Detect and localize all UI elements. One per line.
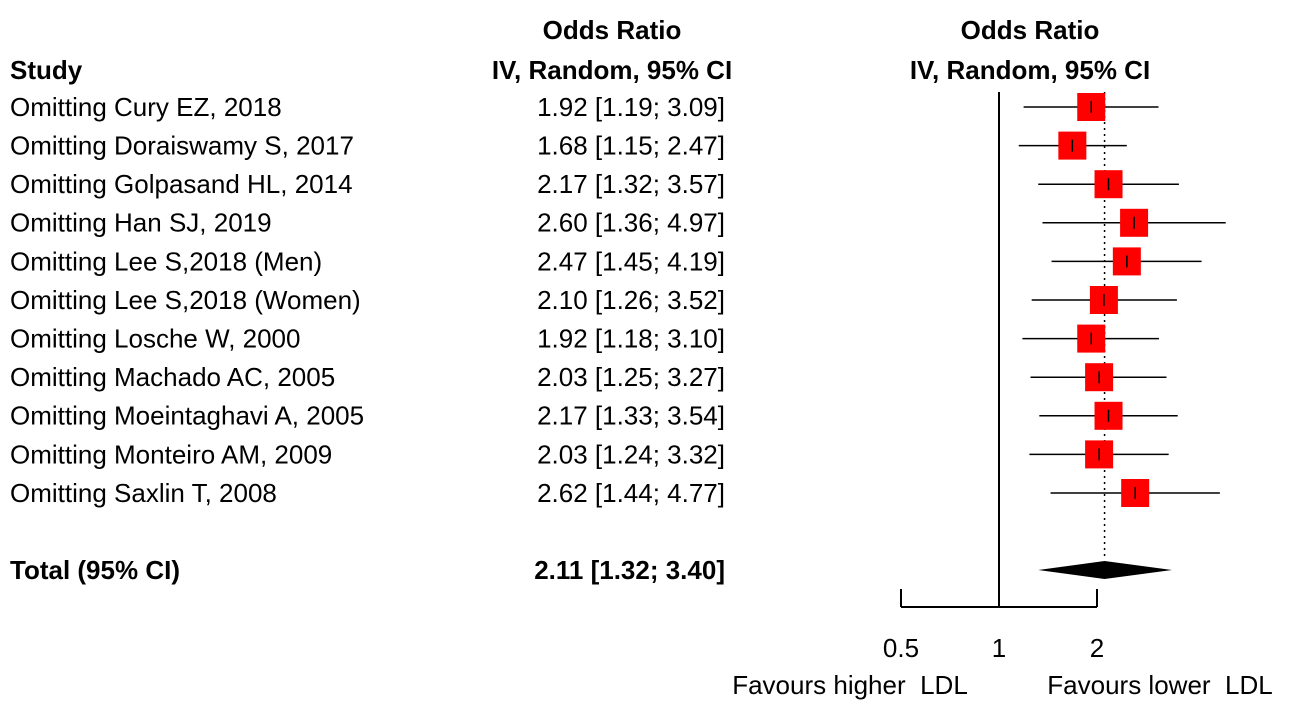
study-label: Omitting Cury EZ, 2018: [10, 92, 282, 122]
ci-label: 2.60 [1.36; 4.97]: [537, 208, 725, 238]
ci-label: 2.03 [1.25; 3.27]: [537, 362, 725, 392]
ci-label: 2.03 [1.24; 3.32]: [537, 439, 725, 469]
total-label: Total (95% CI): [10, 555, 180, 585]
ci-label: 1.92 [1.19; 3.09]: [537, 92, 725, 122]
column-header: Odds Ratio: [961, 15, 1100, 45]
x-tick-label: 0.5: [883, 633, 919, 663]
total-ci: 2.11 [1.32; 3.40]: [534, 555, 725, 585]
study-label: Omitting Golpasand HL, 2014: [10, 169, 353, 199]
study-label: Omitting Saxlin T, 2008: [10, 478, 277, 508]
study-label: Omitting Moeintaghavi A, 2005: [10, 401, 364, 431]
study-label: Omitting Losche W, 2000: [10, 323, 300, 353]
column-header: IV, Random, 95% CI: [910, 55, 1150, 85]
favours-right: Favours lower LDL: [1047, 670, 1272, 700]
total-diamond: [1038, 561, 1173, 579]
study-label: Omitting Lee S,2018 (Women): [10, 285, 361, 315]
ci-label: 2.62 [1.44; 4.77]: [537, 478, 725, 508]
study-label: Omitting Han SJ, 2019: [10, 208, 272, 238]
ci-label: 1.92 [1.18; 3.10]: [537, 323, 725, 353]
column-header: Study: [10, 55, 83, 85]
ci-label: 2.17 [1.32; 3.57]: [537, 169, 725, 199]
favours-left: Favours higher LDL: [732, 670, 968, 700]
study-label: Omitting Doraiswamy S, 2017: [10, 130, 354, 160]
study-label: Omitting Machado AC, 2005: [10, 362, 335, 392]
study-label: Omitting Lee S,2018 (Men): [10, 246, 322, 276]
x-tick-label: 2: [1090, 633, 1104, 663]
ci-label: 1.68 [1.15; 2.47]: [537, 130, 725, 160]
ci-label: 2.17 [1.33; 3.54]: [537, 401, 725, 431]
x-tick-label: 1: [992, 633, 1006, 663]
ci-label: 2.10 [1.26; 3.52]: [537, 285, 725, 315]
column-header: IV, Random, 95% CI: [492, 55, 732, 85]
ci-label: 2.47 [1.45; 4.19]: [537, 246, 725, 276]
study-label: Omitting Monteiro AM, 2009: [10, 439, 332, 469]
column-header: Odds Ratio: [543, 15, 682, 45]
